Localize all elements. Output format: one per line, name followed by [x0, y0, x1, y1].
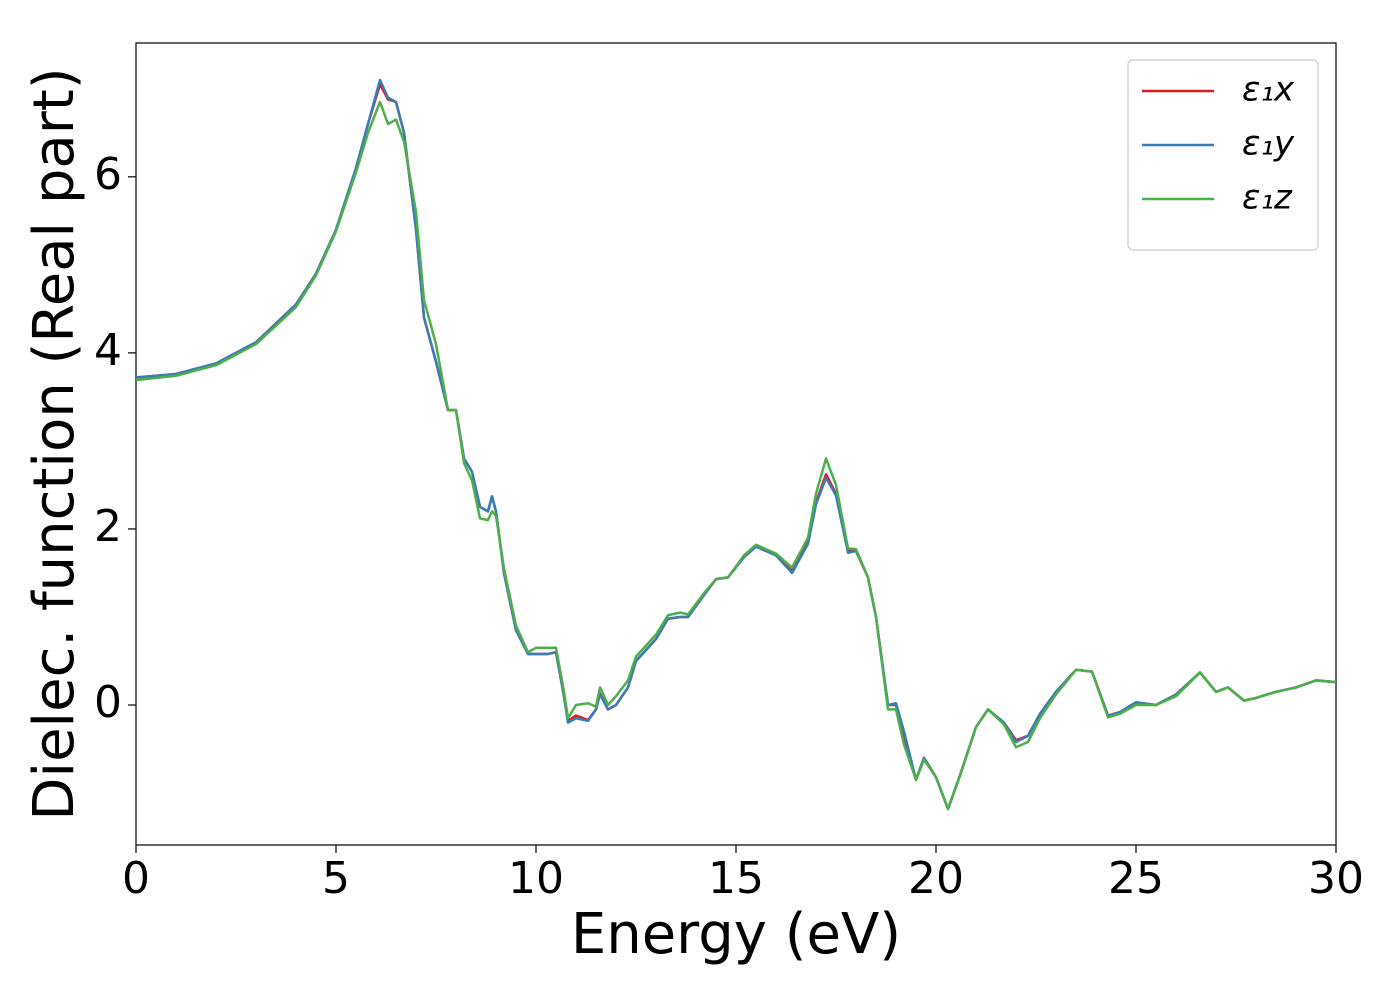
y-tick-label: 0: [94, 677, 122, 728]
legend-label: ε₁y: [1242, 124, 1295, 164]
y-tick-label: 6: [94, 149, 122, 200]
legend-box: [1127, 59, 1319, 251]
x-tick-label: 25: [1108, 853, 1164, 904]
x-tick-label: 30: [1308, 853, 1364, 904]
legend-label: ε₁x: [1242, 70, 1295, 110]
x-tick-label: 20: [908, 853, 964, 904]
y-tick-label: 2: [94, 501, 122, 552]
x-tick-label: 10: [508, 853, 564, 904]
data-line: [135, 100, 1337, 811]
x-tick-label: 0: [122, 853, 150, 904]
x-tick-label: 5: [322, 853, 350, 904]
y-tick-label: 4: [94, 325, 122, 376]
x-axis-label: Energy (eV): [571, 902, 901, 967]
y-axis-label: Dielec. function (Real part): [22, 67, 87, 820]
legend-label: ε₁z: [1242, 178, 1293, 218]
x-tick-label: 15: [708, 853, 764, 904]
